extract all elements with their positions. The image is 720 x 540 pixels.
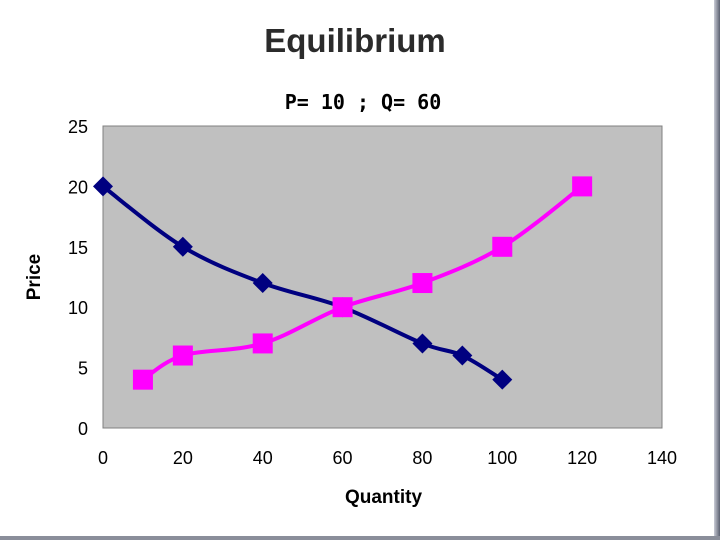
x-axis-ticks: 0 20 40 60 80 100 120 140 bbox=[98, 448, 677, 468]
series-2-point bbox=[172, 345, 193, 366]
y-axis-ticks: 0 5 10 15 20 25 bbox=[68, 117, 88, 439]
x-tick-label: 140 bbox=[647, 448, 677, 468]
series-1-point bbox=[492, 369, 513, 390]
series-2-point bbox=[492, 236, 513, 257]
x-tick-label: 120 bbox=[567, 448, 597, 468]
y-tick-label: 10 bbox=[68, 298, 88, 318]
series-2-point bbox=[252, 333, 273, 354]
y-axis-title: Price bbox=[24, 254, 45, 300]
slide-bottom-edge bbox=[0, 536, 720, 540]
x-axis-title: Quantity bbox=[345, 487, 422, 508]
x-tick-label: 100 bbox=[487, 448, 517, 468]
x-tick-label: 0 bbox=[98, 448, 108, 468]
plot-area bbox=[102, 125, 663, 429]
series-2-point bbox=[332, 297, 353, 318]
series-1-point bbox=[412, 333, 433, 354]
series-1-point bbox=[93, 176, 113, 197]
series-1-point bbox=[252, 273, 273, 294]
series-layer bbox=[93, 176, 593, 390]
series-1-point bbox=[452, 345, 473, 366]
y-tick-label: 5 bbox=[78, 359, 88, 379]
series-2-point bbox=[572, 176, 593, 197]
x-tick-label: 40 bbox=[253, 448, 273, 468]
slide-right-edge bbox=[714, 0, 720, 540]
x-tick-label: 60 bbox=[333, 448, 353, 468]
slide-title: Equilibrium bbox=[264, 22, 446, 59]
y-tick-label: 15 bbox=[68, 238, 88, 258]
x-tick-label: 80 bbox=[412, 448, 432, 468]
series-2-point bbox=[412, 273, 433, 294]
y-tick-label: 25 bbox=[68, 117, 88, 137]
x-tick-label: 20 bbox=[173, 448, 193, 468]
y-tick-label: 0 bbox=[78, 419, 88, 439]
y-tick-label: 20 bbox=[68, 177, 88, 197]
series-2-point bbox=[132, 369, 153, 390]
equilibrium-annotation: P= 10 ; Q= 60 bbox=[284, 90, 442, 114]
series-1-point bbox=[172, 236, 193, 257]
